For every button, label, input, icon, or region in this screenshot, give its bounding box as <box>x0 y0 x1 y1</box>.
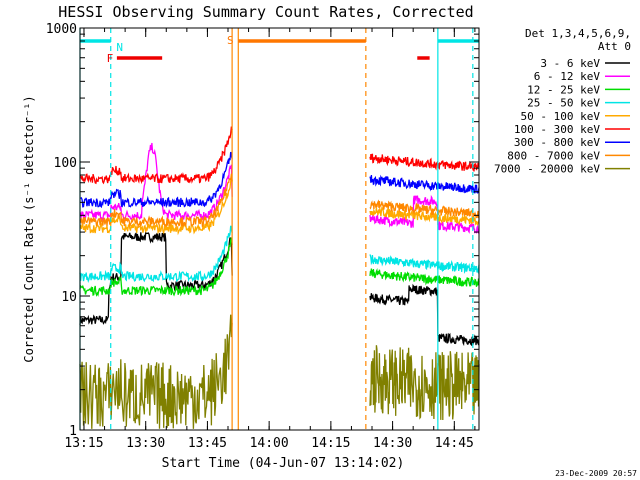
series-line-2-seg-1 <box>369 267 480 287</box>
legend-entry-1: 6 - 12 keV <box>534 70 601 83</box>
axes: 13:15 13:30 13:45 14:00 14:15 14:30 14:45 1 10 10… <box>46 22 480 451</box>
series-line-0-seg-0 <box>79 231 233 325</box>
x-tick-label-6: 14:45 <box>435 436 474 451</box>
y-tick-label-0: 1 <box>69 424 77 439</box>
series-line-6-seg-0 <box>79 151 233 209</box>
legend-entry-6: 300 - 800 keV <box>514 136 600 149</box>
series-line-6-seg-1 <box>369 174 480 194</box>
flag-label-2: F <box>107 52 114 65</box>
legend-entry-3: 25 - 50 keV <box>527 97 600 110</box>
series-line-2-seg-0 <box>79 237 233 297</box>
legend-entry-5: 100 - 300 keV <box>514 123 600 136</box>
x-tick-label-3: 14:00 <box>250 436 289 451</box>
series-line-0-seg-1 <box>369 283 480 347</box>
plot-area: NF S <box>79 28 480 430</box>
series-line-5-seg-0 <box>79 126 233 185</box>
legend-entry-8: 7000 - 20000 keV <box>494 163 600 176</box>
y-axis-label: Corrected Count Rate (s⁻¹ detector⁻¹) <box>22 95 36 362</box>
chart-title: HESSI Observing Summary Count Rates, Cor… <box>58 3 473 21</box>
x-tick-label-0: 13:15 <box>64 436 103 451</box>
x-tick-label-2: 13:45 <box>188 436 227 451</box>
flag-label-3: S <box>227 34 234 47</box>
y-tick-label-1: 10 <box>61 290 77 305</box>
x-tick-label-1: 13:30 <box>126 436 165 451</box>
x-tick-label-4: 14:15 <box>311 436 350 451</box>
series-line-7-seg-0 <box>79 173 233 229</box>
legend-entry-2: 12 - 25 keV <box>527 83 600 96</box>
series-line-3-seg-0 <box>79 225 233 284</box>
series-line-4-seg-1 <box>369 205 480 226</box>
y-tick-label-2: 100 <box>54 156 77 171</box>
series-line-1-seg-1 <box>369 194 480 235</box>
legend-header-2: Att 0 <box>598 40 631 53</box>
x-axis-label: Start Time (04-Jun-07 13:14:02) <box>162 456 405 471</box>
flag-label-1: N <box>116 41 123 54</box>
series-line-7-seg-1 <box>369 199 480 219</box>
series-line-8-seg-0 <box>79 314 233 429</box>
y-tick-label-3: 1000 <box>46 22 77 37</box>
legend-entry-7: 800 - 7000 keV <box>507 149 600 162</box>
series-line-1-seg-0 <box>79 142 233 223</box>
footer-date: 23-Dec-2009 20:57 <box>555 469 637 478</box>
legend-entry-0: 3 - 6 keV <box>540 57 600 70</box>
series-line-3-seg-1 <box>369 254 480 274</box>
x-tick-label-5: 14:30 <box>373 436 412 451</box>
legend-entry-4: 50 - 100 keV <box>521 110 601 123</box>
legend-header-1: Det 1,3,4,5,6,9, <box>525 27 631 40</box>
series-line-8-seg-1 <box>369 345 480 421</box>
plot-frame <box>79 27 480 431</box>
series-line-5-seg-1 <box>369 153 480 172</box>
